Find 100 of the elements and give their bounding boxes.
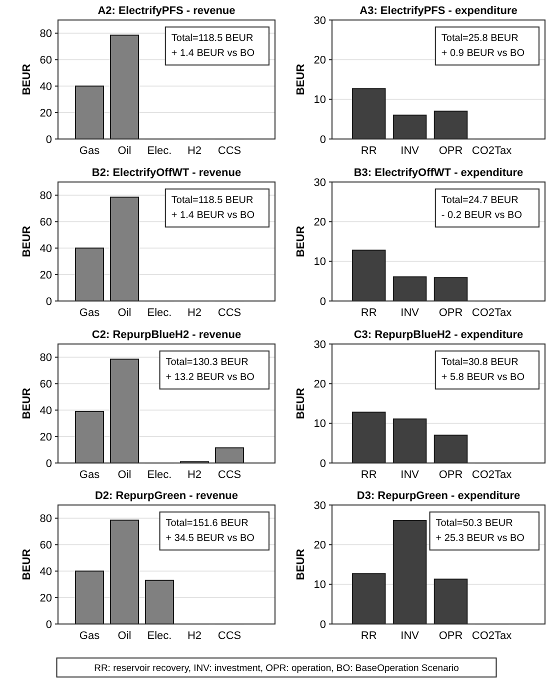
x-tick-label: Gas <box>79 630 100 642</box>
y-tick-label: 0 <box>46 134 52 146</box>
annotation: Total=118.5 BEUR <box>171 195 254 206</box>
x-tick-label: CCS <box>218 630 242 642</box>
annotation: Total=151.6 BEUR <box>166 518 248 529</box>
y-tick-label: 0 <box>320 134 326 146</box>
y-axis-title: BEUR <box>21 548 33 580</box>
x-tick-label: H2 <box>187 630 202 642</box>
x-tick-label: Elec. <box>147 469 172 481</box>
y-tick-label: 10 <box>314 418 326 430</box>
x-tick-label: CO2Tax <box>472 307 512 319</box>
y-tick-label: 30 <box>314 176 326 189</box>
x-tick-label: CCS <box>218 145 242 157</box>
y-axis-title: BEUR <box>21 388 33 420</box>
y-axis-title: BEUR <box>21 64 33 96</box>
x-tick-label: Oil <box>118 145 132 157</box>
chart-title: D2: RepurpGreen - revenue <box>94 490 238 502</box>
y-tick-label: 80 <box>40 352 52 364</box>
x-tick-label: Gas <box>79 469 100 481</box>
x-tick-label: RR <box>360 145 377 157</box>
y-tick-label: 0 <box>46 618 52 631</box>
y-tick-label: 20 <box>40 269 52 282</box>
y-tick-label: 20 <box>314 216 326 229</box>
x-tick-label: Oil <box>118 307 132 319</box>
x-tick-label: OPR <box>438 630 463 642</box>
x-tick-label: CO2Tax <box>472 630 512 642</box>
annotation: Total=130.3 BEUR <box>166 357 248 368</box>
y-axis-title: BEUR <box>295 548 307 580</box>
chart-title: B3: ElectrifyOffWT - expenditure <box>354 167 524 179</box>
x-tick-label: OPR <box>438 469 463 481</box>
annotation: Total=25.8 BEUR <box>441 33 518 44</box>
y-tick-label: 20 <box>314 378 326 391</box>
y-tick-label: 20 <box>314 540 326 552</box>
y-axis-title: BEUR <box>295 226 307 258</box>
y-tick-label: 40 <box>40 80 52 93</box>
y-tick-label: 60 <box>40 540 52 552</box>
x-tick-label: H2 <box>187 469 202 481</box>
x-tick-label: RR <box>360 469 377 481</box>
annotation: + 13.2 BEUR vs BO <box>166 372 255 383</box>
x-tick-label: Elec. <box>147 307 172 319</box>
y-tick-label: 20 <box>40 107 52 120</box>
x-tick-label: CO2Tax <box>472 145 512 157</box>
chart-title: C2: RepurpBlueH2 - revenue <box>92 329 242 341</box>
y-tick-label: 10 <box>314 579 326 592</box>
y-tick-label: 40 <box>40 566 52 578</box>
y-tick-label: 0 <box>320 618 326 631</box>
y-tick-label: 40 <box>40 242 52 255</box>
annotation: Total=24.7 BEUR <box>441 195 518 206</box>
x-tick-label: CO2Tax <box>472 469 512 481</box>
y-tick-label: 60 <box>40 216 52 229</box>
x-tick-label: Gas <box>79 145 100 157</box>
chart-title: B2: ElectrifyOffWT - revenue <box>92 167 242 179</box>
chart-title: D3: RepurpGreen - expenditure <box>356 490 520 502</box>
y-tick-label: 10 <box>314 94 326 106</box>
x-tick-label: RR <box>360 630 377 642</box>
y-axis-title: BEUR <box>295 64 307 96</box>
annotation: Total=118.5 BEUR <box>171 33 254 44</box>
y-tick-label: 0 <box>320 458 326 470</box>
x-tick-label: OPR <box>438 307 463 319</box>
y-tick-label: 40 <box>40 404 52 417</box>
x-tick-label: Oil <box>118 469 132 481</box>
annotation: Total=50.3 BEUR <box>436 518 513 529</box>
annotation: + 34.5 BEUR vs BO <box>166 533 255 544</box>
x-tick-label: INV <box>400 469 420 481</box>
y-tick-label: 20 <box>314 54 326 67</box>
text: RR: reservoir recovery, INV: investment, OPR: operation, BO: BaseOperation Scenario <box>94 663 459 674</box>
x-tick-label: RR <box>360 307 377 319</box>
x-tick-label: CCS <box>218 469 242 481</box>
x-tick-label: INV <box>400 145 420 157</box>
y-tick-label: 80 <box>40 190 52 202</box>
annotation: + 1.4 BEUR vs BO <box>171 210 255 221</box>
x-tick-label: OPR <box>438 145 463 157</box>
x-tick-label: INV <box>400 630 420 642</box>
y-tick-label: 0 <box>320 296 326 308</box>
y-tick-label: 20 <box>40 431 52 444</box>
chart-title: A3: ElectrifyPFS - expenditure <box>360 5 518 17</box>
y-tick-label: 80 <box>40 28 52 40</box>
x-tick-label: H2 <box>187 307 202 319</box>
y-tick-label: 80 <box>40 513 52 526</box>
y-tick-label: 60 <box>40 378 52 391</box>
chart-title: C3: RepurpBlueH2 - expenditure <box>354 329 524 341</box>
x-tick-label: CCS <box>218 307 242 319</box>
annotation: + 5.8 BEUR vs BO <box>441 372 525 383</box>
x-tick-label: Gas <box>79 307 100 319</box>
y-tick-label: 10 <box>314 256 326 268</box>
chart-title: A2: ElectrifyPFS - revenue <box>98 5 236 17</box>
annotation: - 0.2 BEUR vs BO <box>441 210 522 221</box>
y-tick-label: 30 <box>314 500 326 512</box>
annotation: Total=30.8 BEUR <box>441 357 518 368</box>
annotation: + 1.4 BEUR vs BO <box>171 48 255 59</box>
y-axis-title: BEUR <box>295 388 307 420</box>
x-tick-label: H2 <box>187 145 202 157</box>
x-tick-label: Oil <box>118 630 132 642</box>
y-tick-label: 60 <box>40 54 52 67</box>
y-tick-label: 30 <box>314 338 326 351</box>
y-tick-label: 20 <box>40 592 52 604</box>
y-tick-label: 0 <box>46 458 52 470</box>
annotation: + 0.9 BEUR vs BO <box>441 48 525 59</box>
x-tick-label: INV <box>400 307 420 319</box>
annotation: + 25.3 BEUR vs BO <box>436 533 525 544</box>
